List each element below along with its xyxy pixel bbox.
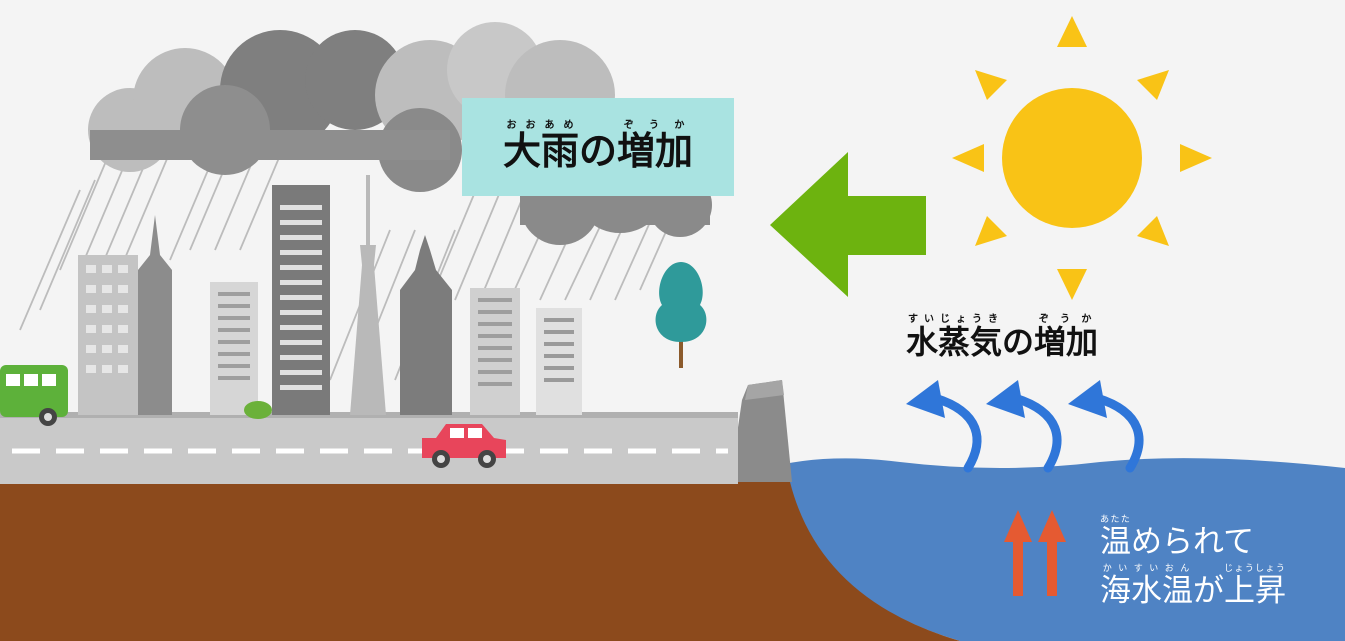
ruby-word: 海水温かいすいおん <box>1100 564 1193 609</box>
furigana: じょうしょう <box>1224 564 1286 574</box>
label-word: の <box>578 128 617 173</box>
label-text: 水蒸気すいじょうきの増加ぞうか <box>906 314 1099 361</box>
label-word: が <box>1193 573 1224 609</box>
tree-icon <box>655 262 707 368</box>
ruby-word: 大雨おおあめ <box>502 119 579 173</box>
ruby-word: 温あたた <box>1100 515 1131 560</box>
furigana: ぞうか <box>1034 314 1099 325</box>
cloud-icon <box>88 22 712 245</box>
label-text: 大雨おおあめの増加ぞうか <box>503 120 693 175</box>
sun-icon <box>952 16 1212 300</box>
furigana: あたた <box>1100 515 1131 525</box>
arrow-up-icon <box>1004 510 1066 596</box>
heavy-rain-increase-label: 大雨おおあめの増加ぞうか <box>462 98 734 196</box>
bush-icon <box>244 401 272 419</box>
furigana: ぞうか <box>617 119 693 131</box>
label-word: められて <box>1131 524 1255 560</box>
water-vapor-increase-label: 水蒸気すいじょうきの増加ぞうか <box>906 314 1098 363</box>
ruby-word: 増加ぞうか <box>617 119 694 173</box>
building-icon <box>78 185 582 415</box>
seawall-icon <box>730 380 792 482</box>
car-icon <box>422 424 506 468</box>
tower-icon <box>350 175 386 415</box>
label-line-1: 温あたためられて <box>1100 515 1286 564</box>
sea-temperature-rise-label: 温あたためられて 海水温かいすいおんが上昇じょうしょう <box>1100 515 1286 613</box>
road <box>0 412 738 484</box>
label-line-2: 海水温かいすいおんが上昇じょうしょう <box>1100 564 1286 613</box>
curved-arrow-icon <box>930 393 1144 473</box>
ruby-word: 上昇じょうしょう <box>1224 564 1286 609</box>
furigana: かいすいおん <box>1100 564 1193 574</box>
arrow-left-icon <box>770 152 926 297</box>
ruby-word: 水蒸気すいじょうき <box>906 314 1003 361</box>
furigana: すいじょうき <box>906 314 1003 325</box>
label-word: の <box>1002 323 1035 361</box>
ground <box>0 482 960 641</box>
bus-icon <box>0 365 68 426</box>
ruby-word: 増加ぞうか <box>1034 314 1099 361</box>
furigana: おおあめ <box>502 119 579 131</box>
curved-arrowheads <box>906 380 1107 418</box>
